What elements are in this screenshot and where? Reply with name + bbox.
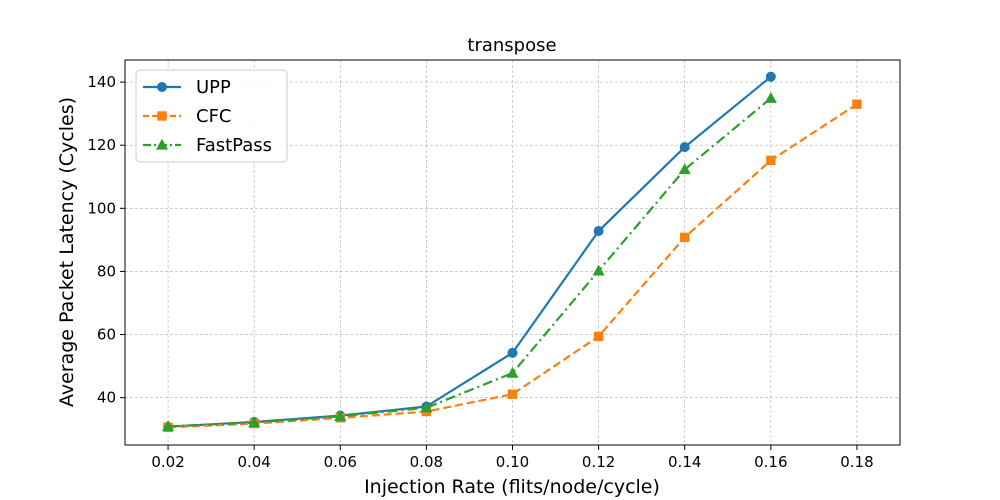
legend-item-upp: UPP bbox=[143, 77, 231, 98]
x-tick-label: 0.16 bbox=[754, 453, 787, 471]
legend-items: UPP CFC FastPass bbox=[143, 77, 272, 156]
x-tick-label: 0.12 bbox=[582, 453, 615, 471]
data-point bbox=[765, 71, 776, 82]
y-axis-label: Average Packet Latency (Cycles) bbox=[56, 97, 78, 407]
data-point bbox=[593, 331, 604, 342]
x-axis-ticks: 0.02 0.04 0.06 0.08 0.10 0.12 0.14 0.16 0.18 bbox=[151, 445, 874, 471]
y-axis-ticks: 40 60 80 100 120 140 bbox=[87, 73, 125, 407]
legend-marker bbox=[157, 82, 167, 92]
data-point bbox=[507, 389, 518, 399]
series-fastpass bbox=[162, 91, 777, 432]
legend-item-fastpass: FastPass bbox=[143, 135, 272, 156]
y-tick-label: 80 bbox=[97, 262, 116, 280]
x-tick-label: 0.18 bbox=[840, 453, 873, 471]
y-tick-label: 60 bbox=[97, 326, 116, 344]
x-axis-label: Injection Rate (flits/node/cycle) bbox=[364, 476, 660, 498]
series-line bbox=[168, 103, 858, 429]
x-tick-label: 0.02 bbox=[151, 453, 184, 471]
y-tick-label: 100 bbox=[87, 199, 116, 217]
data-point bbox=[420, 401, 433, 413]
legend-marker bbox=[157, 111, 167, 121]
y-tick-label: 40 bbox=[97, 389, 116, 407]
chart-title: transpose bbox=[467, 35, 556, 56]
x-tick-label: 0.10 bbox=[496, 453, 529, 471]
legend-label: UPP bbox=[196, 77, 231, 98]
data-point bbox=[764, 91, 777, 103]
data-point bbox=[334, 410, 347, 421]
series-layer bbox=[162, 71, 862, 433]
data-point bbox=[506, 366, 519, 378]
data-point bbox=[162, 420, 175, 432]
legend-box bbox=[135, 69, 288, 163]
legend-label: CFC bbox=[196, 106, 232, 127]
data-point bbox=[766, 155, 776, 166]
data-point bbox=[248, 416, 261, 428]
x-tick-label: 0.08 bbox=[410, 453, 443, 471]
data-point bbox=[680, 232, 690, 243]
x-tick-label: 0.14 bbox=[668, 453, 701, 471]
data-point bbox=[678, 163, 691, 175]
data-point bbox=[507, 347, 518, 358]
x-tick-label: 0.06 bbox=[324, 453, 357, 471]
data-point bbox=[679, 142, 690, 153]
x-tick-label: 0.04 bbox=[237, 453, 270, 471]
y-tick-label: 140 bbox=[87, 73, 116, 91]
y-tick-label: 120 bbox=[87, 136, 116, 154]
legend-marker bbox=[155, 138, 169, 150]
legend-label: FastPass bbox=[196, 135, 272, 156]
data-point bbox=[593, 226, 604, 237]
legend-item-cfc: CFC bbox=[143, 106, 232, 127]
series-line bbox=[168, 97, 772, 428]
data-point bbox=[592, 264, 605, 276]
legend: UPP CFC FastPass bbox=[135, 69, 288, 163]
data-point bbox=[852, 99, 862, 109]
